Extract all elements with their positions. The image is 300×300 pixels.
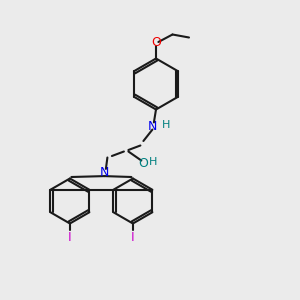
Text: O: O [139, 157, 148, 170]
Text: N: N [100, 166, 109, 179]
Text: H: H [149, 157, 158, 167]
Text: I: I [131, 231, 135, 244]
Text: O: O [151, 35, 161, 49]
Text: I: I [68, 231, 72, 244]
Text: N: N [148, 119, 157, 133]
Text: H: H [162, 119, 170, 130]
